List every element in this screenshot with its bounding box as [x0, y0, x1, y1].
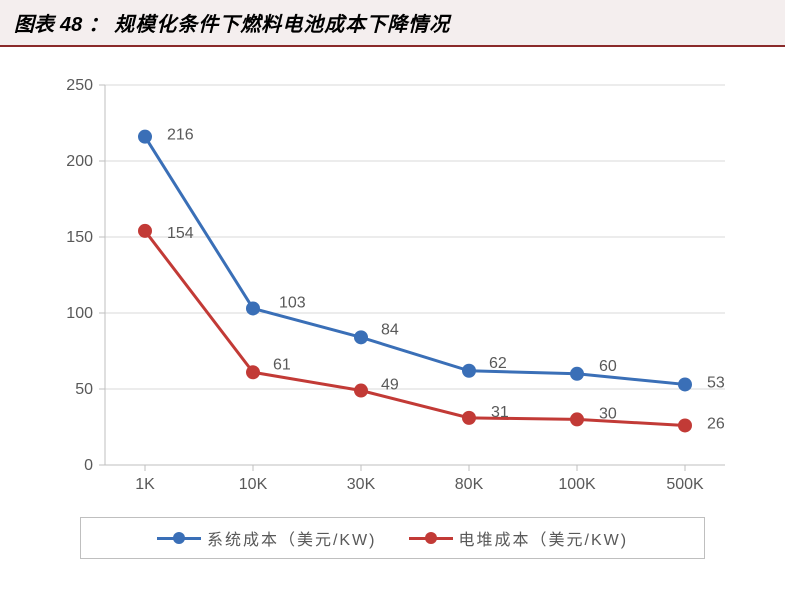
- data-point: [354, 384, 368, 398]
- legend-item-stack-cost: 电堆成本（美元/KW): [409, 526, 629, 550]
- chart-container: 0 50 100 150 200 250 1K 10K 30K 80K 100K 500K 216 103…: [20, 75, 765, 559]
- x-tick-label: 10K: [239, 476, 268, 493]
- chart-title-bar: 图表 48 ： 规模化条件下燃料电池成本下降情况: [0, 0, 785, 45]
- y-tick-label: 50: [75, 381, 93, 398]
- data-label: 62: [489, 355, 507, 372]
- x-tick-label: 1K: [135, 476, 155, 493]
- data-point: [570, 367, 584, 381]
- data-point: [246, 301, 260, 315]
- y-tick-label: 150: [66, 229, 93, 246]
- data-label: 216: [167, 127, 194, 144]
- data-label: 31: [491, 404, 509, 421]
- data-point: [678, 377, 692, 391]
- data-point: [462, 411, 476, 425]
- data-point: [678, 418, 692, 432]
- data-point: [570, 412, 584, 426]
- title-prefix: 图表: [14, 8, 54, 37]
- data-label: 103: [279, 294, 306, 311]
- data-label: 61: [273, 356, 291, 373]
- title-colon: ：: [88, 8, 108, 37]
- x-tick-label: 100K: [558, 476, 596, 493]
- legend-swatch-dot: [425, 532, 437, 544]
- data-point: [138, 130, 152, 144]
- series-line: [145, 137, 685, 385]
- x-tick-label: 500K: [666, 476, 704, 493]
- data-label: 53: [707, 374, 725, 391]
- data-point: [354, 330, 368, 344]
- y-tick-label: 100: [66, 305, 93, 322]
- data-label: 30: [599, 405, 617, 422]
- legend-swatch-line: [157, 537, 201, 540]
- data-label: 49: [381, 377, 399, 394]
- line-chart: 0 50 100 150 200 250 1K 10K 30K 80K 100K 500K 216 103…: [20, 75, 765, 505]
- x-tick-label: 80K: [455, 476, 484, 493]
- legend-label: 系统成本（美元/KW): [207, 526, 377, 550]
- legend-swatch-line: [409, 537, 453, 540]
- legend-item-system-cost: 系统成本（美元/KW): [157, 526, 377, 550]
- data-point: [138, 224, 152, 238]
- series-line: [145, 231, 685, 426]
- title-text: 规模化条件下燃料电池成本下降情况: [114, 8, 450, 37]
- legend-swatch-dot: [173, 532, 185, 544]
- data-label: 60: [599, 358, 617, 375]
- y-tick-label: 250: [66, 77, 93, 94]
- y-tick-label: 0: [84, 457, 93, 474]
- data-label: 84: [381, 321, 399, 338]
- data-label: 26: [707, 415, 725, 432]
- title-number: 48: [60, 14, 82, 37]
- legend-label: 电堆成本（美元/KW): [459, 526, 629, 550]
- y-tick-label: 200: [66, 153, 93, 170]
- legend: 系统成本（美元/KW) 电堆成本（美元/KW): [80, 517, 705, 559]
- title-underline: [0, 45, 785, 47]
- x-tick-label: 30K: [347, 476, 376, 493]
- data-label: 154: [167, 225, 194, 242]
- data-point: [246, 365, 260, 379]
- data-point: [462, 364, 476, 378]
